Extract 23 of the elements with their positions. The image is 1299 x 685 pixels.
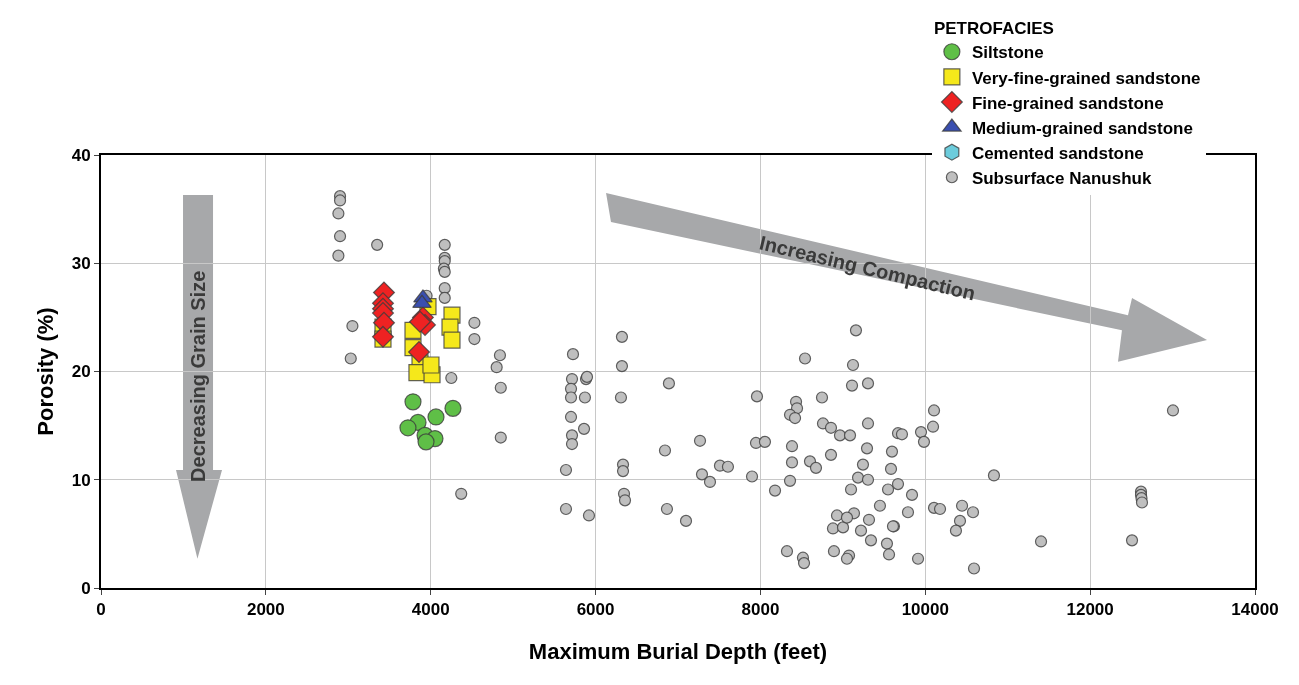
legend-title: PETROFACIES — [933, 19, 1054, 39]
x-axis-title: Maximum Burial Depth (feet) — [528, 638, 828, 664]
legend-label: Medium-grained sandstone — [971, 118, 1193, 138]
x-tick-label: 0 — [96, 600, 106, 620]
x-tick-label: 2000 — [246, 600, 285, 620]
y-tick-label: 10 — [71, 470, 91, 490]
annotation: Decreasing Grain Size — [187, 270, 210, 482]
legend-label: Fine-grained sandstone — [971, 93, 1164, 113]
legend-label: Subsurface Nanushuk — [971, 168, 1152, 188]
y-tick-label: 20 — [71, 362, 91, 382]
legend-label: Siltstone — [971, 43, 1044, 63]
x-tick-label: 10000 — [901, 600, 949, 620]
x-tick-label: 14000 — [1231, 600, 1279, 620]
x-tick-label: 8000 — [741, 600, 780, 620]
y-tick-label: 40 — [71, 145, 91, 165]
legend-label: Cemented sandstone — [971, 143, 1144, 163]
x-tick-label: 12000 — [1066, 600, 1114, 620]
y-tick-label: 30 — [71, 254, 91, 274]
y-axis-title: Porosity (%) — [32, 307, 58, 436]
x-tick-label: 6000 — [576, 600, 615, 620]
legend-label: Very-fine-grained sandstone — [971, 68, 1201, 88]
x-tick-label: 4000 — [411, 600, 450, 620]
y-tick-label: 0 — [81, 578, 91, 598]
